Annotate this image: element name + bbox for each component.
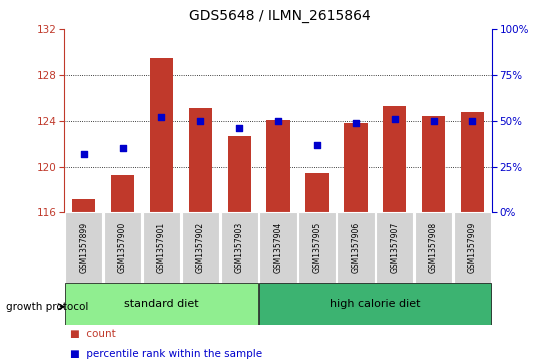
- Bar: [344, 123, 367, 212]
- Bar: [259, 283, 491, 325]
- Bar: [182, 212, 219, 283]
- Text: GDS5648 / ILMN_2615864: GDS5648 / ILMN_2615864: [188, 9, 371, 23]
- Point: [157, 114, 166, 120]
- Bar: [415, 212, 452, 283]
- Text: ■  count: ■ count: [70, 329, 116, 339]
- Text: GSM1357906: GSM1357906: [352, 222, 361, 273]
- Bar: [65, 212, 102, 283]
- Bar: [305, 174, 329, 212]
- Bar: [189, 108, 212, 212]
- Text: GSM1357902: GSM1357902: [196, 222, 205, 273]
- Bar: [221, 212, 258, 283]
- Text: GSM1357901: GSM1357901: [157, 222, 166, 273]
- Bar: [228, 136, 251, 212]
- Point: [468, 118, 477, 123]
- Bar: [454, 212, 491, 283]
- Point: [352, 120, 361, 126]
- Text: GSM1357905: GSM1357905: [312, 222, 321, 273]
- Text: standard diet: standard diet: [124, 299, 199, 309]
- Bar: [143, 212, 180, 283]
- Text: GSM1357907: GSM1357907: [390, 222, 399, 273]
- Bar: [104, 212, 141, 283]
- Bar: [422, 116, 446, 212]
- Bar: [111, 175, 134, 212]
- Point: [196, 118, 205, 123]
- Bar: [267, 119, 290, 212]
- Text: GSM1357903: GSM1357903: [235, 222, 244, 273]
- Point: [118, 145, 127, 151]
- Text: ■  percentile rank within the sample: ■ percentile rank within the sample: [70, 349, 262, 359]
- Point: [390, 116, 399, 122]
- Text: high calorie diet: high calorie diet: [330, 299, 420, 309]
- Bar: [65, 283, 258, 325]
- Bar: [461, 111, 484, 212]
- Text: GSM1357900: GSM1357900: [118, 222, 127, 273]
- Bar: [299, 212, 335, 283]
- Bar: [376, 212, 414, 283]
- Text: GSM1357908: GSM1357908: [429, 222, 438, 273]
- Point: [235, 125, 244, 131]
- Text: GSM1357899: GSM1357899: [79, 222, 88, 273]
- Text: GSM1357904: GSM1357904: [273, 222, 283, 273]
- Text: growth protocol: growth protocol: [6, 302, 88, 312]
- Bar: [383, 106, 406, 212]
- Point: [429, 118, 438, 123]
- Point: [79, 151, 88, 156]
- Bar: [259, 212, 297, 283]
- Bar: [150, 58, 173, 212]
- Bar: [72, 199, 96, 212]
- Point: [273, 118, 282, 123]
- Text: GSM1357909: GSM1357909: [468, 222, 477, 273]
- Bar: [337, 212, 375, 283]
- Point: [312, 142, 321, 147]
